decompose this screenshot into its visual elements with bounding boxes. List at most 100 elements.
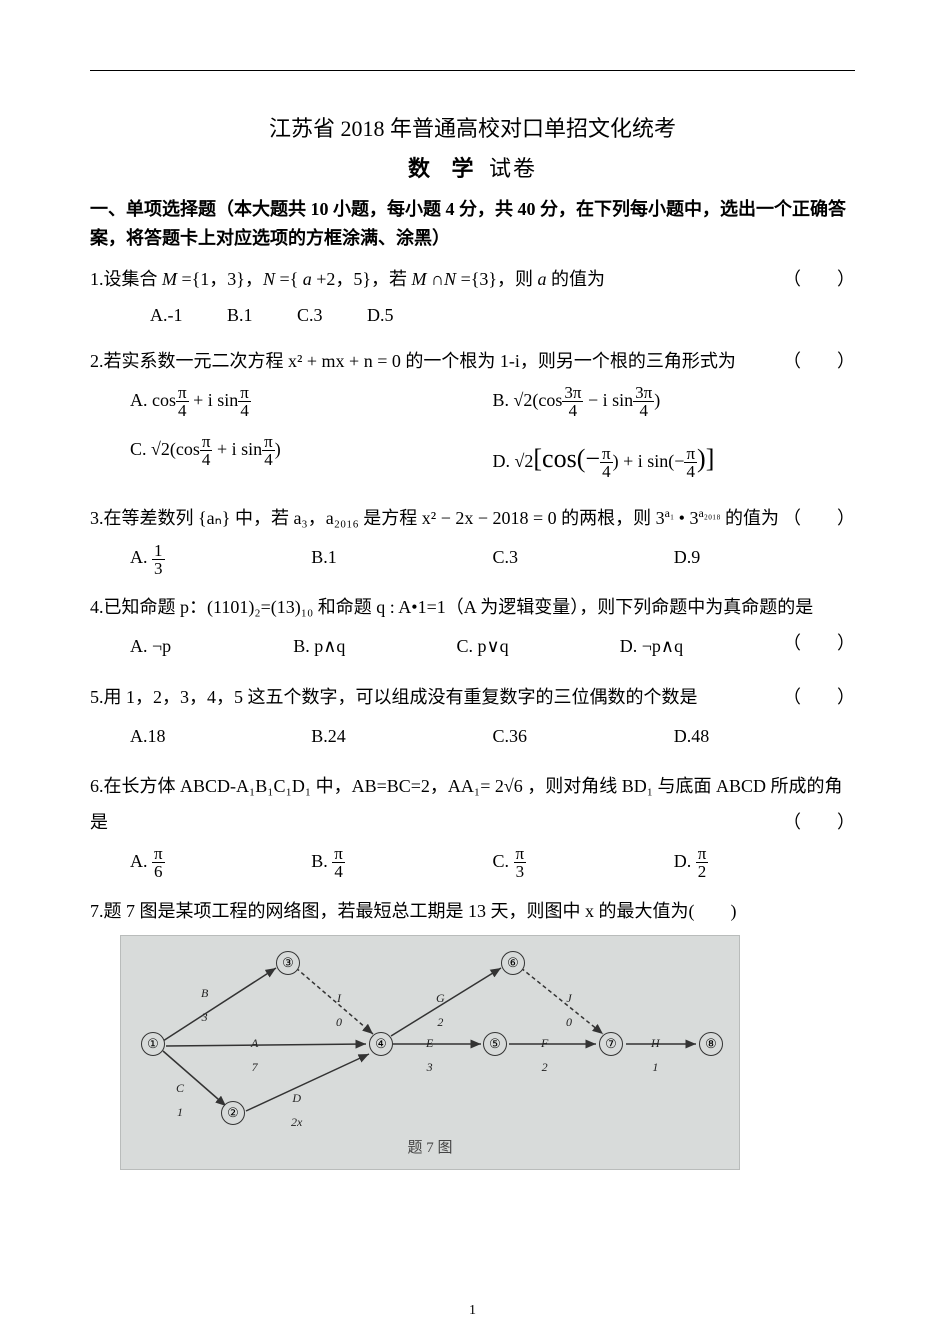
edge-E: E3 [426,1031,433,1079]
q3-sup2: a₂₀₁₈ [698,506,720,520]
q3-options: A. 13 B.1 C.3 D.9 [90,536,855,579]
question-6: 6.在长方体 ABCD-A₁B₁C₁D₁ 中，AB=BC=2，AA₁= 2√6 … [90,768,855,883]
q2a-f2n: π [238,384,251,402]
q2c-f1n: π [200,433,213,451]
q6-optD: D. π2 [674,840,855,883]
q2a-f1d: 4 [176,402,189,419]
eHv: 1 [652,1060,658,1074]
q4-optC: C. p∨q [457,625,620,668]
q3-optA: A. 13 [130,536,311,579]
edge-D: D 2x [291,1086,302,1134]
q6c-d: 3 [514,863,527,880]
node-2: ② [221,1101,245,1125]
q3a-num: 1 [152,542,165,560]
q4-optB: B. p∧q [293,625,456,668]
edge-H: H1 [651,1031,660,1079]
node-5: ⑤ [483,1032,507,1056]
q6-sqrt: √6 [504,776,523,796]
q5-body: 5.用 1，2，3，4，5 这五个数字，可以组成没有重复数字的三位偶数的个数是 [90,687,698,707]
edge-C: C1 [176,1076,184,1124]
eCv: 1 [177,1105,183,1119]
q4-optA: A. ¬p [130,625,293,668]
q6-options: A. π6 B. π4 C. π3 D. π2 [90,840,855,883]
page-number: 1 [469,1303,476,1319]
q2d-f1n: π [600,445,613,463]
question-1: 1.设集合 M ={1，3}，N ={ a +2，5}，若 M ∩N ={3}，… [90,261,855,333]
q1-eq2: ={ [275,269,303,289]
q3a-pre: A. [130,547,152,567]
q2b-post: ) [654,390,660,410]
q1-a: a [303,269,312,289]
eCl: C [176,1081,184,1095]
q1-N: N [263,269,275,289]
q3-optD: D.9 [674,536,855,579]
question-5: 5.用 1，2，3，4，5 这五个数字，可以组成没有重复数字的三位偶数的个数是 … [90,679,855,758]
q6b-pre: B. [311,851,332,871]
q6-optB: B. π4 [311,840,492,883]
question-2: 2.若实系数一元二次方程 x² + mx + n = 0 的一个根为 1-i，则… [90,343,855,491]
q4-optD: D. ¬p∧q [620,625,783,668]
q1-optC: C.3 [297,297,323,333]
q1-eq6: 的值为 [547,269,606,289]
q5-paren: （ ） [783,679,855,715]
q2b-f2n: 3π [633,384,654,402]
eIl: I [337,991,341,1005]
q3-optC: C.3 [493,536,674,579]
q3-sup1: a₁ [665,506,675,520]
q6-optC: C. π3 [493,840,674,883]
q3a-den: 3 [152,560,165,577]
q1-optA: A.-1 [150,297,183,333]
q2-optA: A. cosπ4 + i sinπ4 [130,379,493,422]
q1-M2: M [412,269,427,289]
q2c-f1: π4 [200,433,213,468]
node-6: ⑥ [501,951,525,975]
q2d-f1: π4 [600,445,613,480]
q7-figure: ① ② ③ ④ ⑤ ⑥ ⑦ ⑧ B3 C1 A7 I0 D2x G2 E3 F2… [120,935,740,1170]
subject-light: 试卷 [482,156,538,181]
q5-text: 5.用 1，2，3，4，5 这五个数字，可以组成没有重复数字的三位偶数的个数是 … [90,679,855,715]
q2c-post: ) [275,439,281,459]
q1-pre: 1.设集合 [90,269,162,289]
q6c-pre: C. [493,851,514,871]
eGl: G [436,991,445,1005]
q2-options-row1: A. cosπ4 + i sinπ4 B. √2(cos3π4 − i sin3… [90,379,855,422]
q3-paren: （ ） [783,500,855,536]
question-4: 4.已知命题 p：(1101)₂=(13)₁₀ 和命题 q : A•1=1（A … [90,589,855,668]
q2-paren: （ ） [783,343,855,379]
q6a-pre: A. [130,851,152,871]
q2b-f1n: 3π [562,384,583,402]
edge-J: J0 [566,986,572,1034]
q2d-f2d: 4 [684,463,697,480]
q3-pre: 3.在等差数列 {aₙ} 中，若 a₃，a₂₀₁₆ 是方程 x² − 2x − … [90,508,665,528]
q3-text: 3.在等差数列 {aₙ} 中，若 a₃，a₂₀₁₆ 是方程 x² − 2x − … [90,500,855,536]
q2b-f1: 3π4 [562,384,583,419]
eJl: J [566,991,571,1005]
q6-pre: 6.在长方体 ABCD-A₁B₁C₁D₁ 中，AB=BC=2，AA₁= 2 [90,776,504,796]
q2b-f1d: 4 [562,402,583,419]
q1-eq1: ={1，3}， [177,269,263,289]
q2a-mid: + i sin [189,390,239,410]
q6d-d: 2 [696,863,709,880]
q5-optA: A.18 [130,715,311,758]
question-3: 3.在等差数列 {aₙ} 中，若 a₃，a₂₀₁₆ 是方程 x² − 2x − … [90,500,855,579]
q2c-mid: + i sin [212,439,262,459]
q2a-f1n: π [176,384,189,402]
q6a-n: π [152,845,165,863]
q6d-pre: D. [674,851,696,871]
exam-subject: 数 学 试卷 [90,151,855,183]
eDv: 2x [291,1115,302,1129]
eDl: D [292,1091,301,1105]
node-8: ⑧ [699,1032,723,1056]
eJv: 0 [566,1015,572,1029]
q1-eq4: ∩ [427,269,445,289]
q2b-f2: 3π4 [633,384,654,419]
node-1: ① [141,1032,165,1056]
q2a-f1: π4 [176,384,189,419]
eEl: E [426,1036,433,1050]
eHl: H [651,1036,660,1050]
edge-G: G2 [436,986,445,1034]
edge-F: F2 [541,1031,548,1079]
q2c-pre: C. √2(cos [130,439,200,459]
q1-eq5: ={3}，则 [456,269,537,289]
q1-paren: （ ） [783,261,855,297]
